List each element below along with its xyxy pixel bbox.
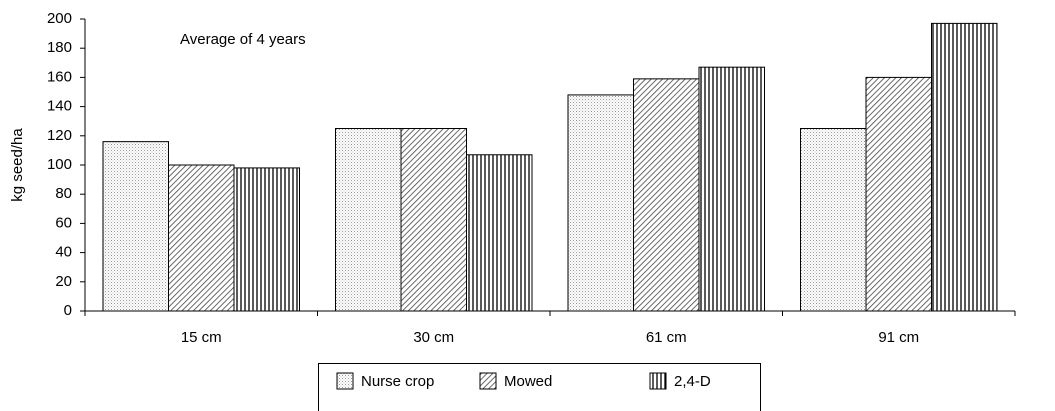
y-tick-label: 60 — [55, 214, 72, 231]
legend-swatch — [479, 372, 497, 390]
bar — [400, 128, 467, 312]
y-tick-label: 40 — [55, 244, 72, 261]
legend-label: Nurse crop — [361, 373, 434, 390]
y-tick-label: 100 — [47, 156, 72, 173]
legend-label: 2,4-D — [674, 373, 711, 390]
bar — [931, 22, 998, 312]
bar — [335, 128, 402, 312]
bar — [865, 76, 932, 312]
y-tick-label: 160 — [47, 68, 72, 85]
y-tick-label: 20 — [55, 273, 72, 290]
x-tick-label: 91 cm — [878, 329, 919, 346]
y-tick-label: 200 — [47, 10, 72, 27]
y-tick-label: 180 — [47, 39, 72, 56]
bar — [466, 154, 533, 312]
annotation: Average of 4 years — [180, 31, 306, 48]
bar — [567, 94, 634, 312]
x-tick-label: 15 cm — [181, 329, 222, 346]
x-tick-label: 30 cm — [413, 329, 454, 346]
legend-swatch — [336, 372, 354, 390]
bar — [233, 167, 300, 312]
y-tick-label: 0 — [64, 302, 72, 319]
y-tick-label: 140 — [47, 98, 72, 115]
y-tick-label: 80 — [55, 185, 72, 202]
legend-label: Mowed — [504, 373, 552, 390]
y-tick-label: 120 — [47, 127, 72, 144]
legend-box — [318, 363, 761, 411]
x-tick-label: 61 cm — [646, 329, 687, 346]
bar — [698, 66, 765, 312]
y-axis-label: kg seed/ha — [9, 128, 26, 202]
bar — [102, 141, 169, 312]
bar — [800, 128, 867, 312]
bar — [633, 78, 700, 312]
bar — [168, 164, 235, 312]
legend-swatch — [649, 372, 667, 390]
